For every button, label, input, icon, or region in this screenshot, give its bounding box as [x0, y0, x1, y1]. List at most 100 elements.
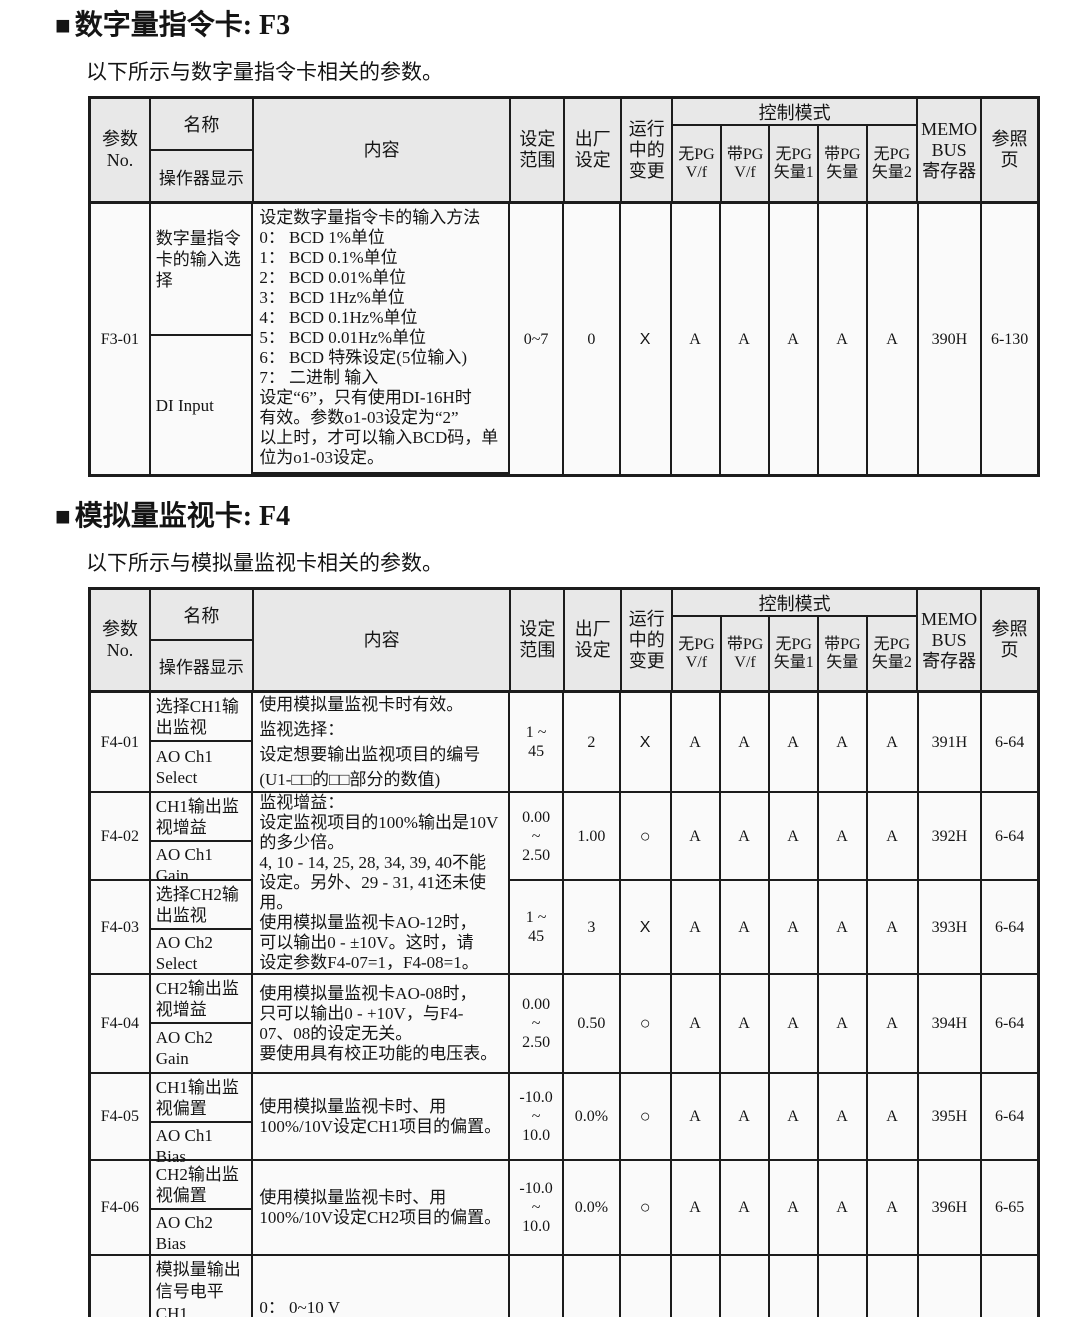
- param-no-cell: F4-02: [91, 793, 149, 881]
- f3-table-body: F3-01 数字量指令 卡的输入选 择 DI Input 设定数字量指令卡的输入…: [91, 204, 1037, 474]
- cm-strip: A A A A A A: [671, 693, 721, 1317]
- header-cm-vector-with-pg: 带PG 矢量: [819, 617, 868, 690]
- name-chinese: CH2输出监 视偏置: [150, 1161, 252, 1210]
- ref-page-cell: 6-64: [982, 881, 1038, 975]
- cm-cell: A: [769, 881, 817, 975]
- cm-cell: A: [818, 1074, 866, 1161]
- cm-cell: A: [720, 975, 768, 1074]
- name-chinese: 选择CH2输 出监视: [150, 881, 252, 930]
- name-chinese: 选择CH1输 出监视: [150, 693, 252, 742]
- content-cell: 设定数字量指令卡的输入方法 0： BCD 1%单位 1： BCD 0.1%单位 …: [253, 204, 509, 474]
- cm-cell: A: [818, 881, 866, 975]
- factory-cell: 0.50: [563, 975, 619, 1074]
- memobus-cell: 391H: [918, 693, 981, 793]
- range-cell: 0~7: [523, 330, 549, 348]
- cm-strip: A A A A A A: [720, 693, 770, 1317]
- name-operator-display: AO Ch1 Gain: [155, 845, 213, 885]
- cm-cell: A: [836, 330, 848, 348]
- section-bullet-icon: ■: [55, 502, 71, 531]
- content-text: 使用模拟量监视卡时有效。 监视选择： 设定想要输出监视项目的编号 (U1-□□的…: [259, 695, 481, 789]
- f3-col-name: 数字量指令 卡的输入选 择 DI Input: [150, 204, 254, 474]
- param-no-cell: F4-06: [91, 1161, 149, 1256]
- header-cm-vector2-no-pg: 无PG 矢量2: [871, 635, 912, 671]
- name-operator-display: DI Input: [155, 395, 214, 415]
- factory-cell: 0.0%: [563, 1074, 619, 1161]
- f4-parameter-table: 参数 No. 名称 操作器显示 内容 设定 范围 出厂 设定 运行 中的 变更 …: [88, 587, 1040, 1317]
- name-operator-display: AO Ch2 Bias: [155, 1213, 213, 1253]
- cm-cell: [721, 1256, 768, 1317]
- header-cm-vector-with-pg: 带PG 矢量: [819, 126, 868, 201]
- cm-cell: A: [769, 693, 817, 793]
- header-operator-display: 操作器显示: [158, 168, 244, 188]
- param-no-cell: F4-04: [91, 975, 149, 1074]
- header-control-mode-columns: 无PG V/f 带PG V/f 无PG 矢量1 带PG 矢量 无PG 矢量2: [673, 617, 916, 690]
- cm-cell: A: [720, 1161, 768, 1256]
- content-cell: 0： 0~10 V: [253, 1256, 508, 1317]
- name-chinese: CH1输出监 视增益: [150, 793, 252, 842]
- cm-cell: A: [671, 1161, 719, 1256]
- header-operator-display: 操作器显示: [158, 658, 244, 677]
- factory-cell: 3: [563, 881, 619, 975]
- header-content: 内容: [254, 99, 512, 201]
- content-cell: 使用模拟量监视卡AO-08时， 只可以输出0 - +10V，与F4- 07、08…: [253, 975, 509, 1074]
- run-change-cell: ○: [620, 1161, 670, 1256]
- memobus-cell: 393H: [918, 881, 981, 975]
- cm-strip: A: [721, 204, 770, 474]
- ref-page-cell: 6-65: [982, 1161, 1038, 1256]
- header-content: 内容: [254, 590, 512, 690]
- factory-cell: 0.0%: [563, 1161, 619, 1256]
- memobus-cell: 390H: [931, 330, 968, 348]
- cm-cell: [672, 1256, 719, 1317]
- content-cell: 使用模拟量监视卡时、用 100%/10V设定CH1项目的偏置。: [253, 1074, 509, 1161]
- section-bullet-icon: ■: [55, 11, 71, 40]
- content-text: 设定数字量指令卡的输入方法 0： BCD 1%单位 1： BCD 0.1%单位 …: [259, 208, 499, 467]
- header-cm-vector2-no-pg: 无PG 矢量2: [871, 145, 912, 181]
- name-chinese: CH2输出监 视增益: [150, 975, 252, 1024]
- header-setting-range: 设定 范围: [511, 99, 566, 201]
- content-cell: 使用模拟量监视卡时、用 100%/10V设定CH2项目的偏置。: [253, 1161, 509, 1256]
- cm-cell: A: [769, 1161, 817, 1256]
- cm-cell: A: [867, 1074, 917, 1161]
- range-cell: [510, 1256, 562, 1317]
- section-intro-f4: 以下所示与模拟量监视卡相关的参数。: [86, 551, 443, 575]
- f3-col-memobus: 390H: [919, 204, 983, 474]
- cm-cell: A: [738, 330, 750, 348]
- content-cell: 使用模拟量监视卡时有效。 监视选择： 设定想要输出监视项目的编号 (U1-□□的…: [253, 693, 509, 793]
- header-cm-vf-no-pg: 无PG V/f: [673, 617, 722, 690]
- cm-cell: A: [720, 693, 768, 793]
- cm-cell: A: [867, 975, 917, 1074]
- cm-cell: A: [886, 330, 898, 348]
- ref-page-cell: 6-64: [982, 975, 1038, 1074]
- factory-cell: [564, 1256, 619, 1317]
- content-text: 监视增益： 设定监视项目的100%输出是10V 的多少倍。 4, 10 - 14…: [259, 793, 499, 972]
- name-operator-display: AO Ch2 Gain: [155, 1028, 213, 1068]
- cm-cell: A: [720, 793, 768, 881]
- f3-col-range: 0~7: [510, 204, 564, 474]
- header-setting-range: 设定 范围: [511, 590, 566, 690]
- header-factory-setting: 出厂 设定: [565, 590, 623, 690]
- f3-col-param-no: F3-01: [91, 204, 151, 474]
- f4-col-control-modes: A A A A A A A A A A A A: [671, 693, 919, 1317]
- content-cell-merged: 监视增益： 设定监视项目的100%输出是10V 的多少倍。 4, 10 - 14…: [253, 793, 509, 975]
- cm-strip: A: [770, 204, 819, 474]
- name-cell: 选择CH1输 出监视 AO Ch1 Select: [150, 693, 252, 793]
- f4-col-run-change: X ○ X ○ ○ ○: [620, 693, 672, 1317]
- run-change-cell: ○: [620, 793, 670, 881]
- cm-cell: A: [720, 881, 768, 975]
- header-cm-vector1-no-pg: 无PG 矢量1: [770, 126, 819, 201]
- memobus-cell: [919, 1256, 981, 1317]
- name-cell: CH1输出监 视增益 AO Ch1 Gain: [150, 793, 252, 885]
- header-cm-vf-with-pg: 带PG V/f: [722, 617, 771, 690]
- range-cell: 0.00 ~ 2.50: [510, 975, 562, 1074]
- cm-cell: A: [818, 975, 866, 1074]
- cm-strip: A A A A A A: [867, 693, 917, 1317]
- cm-cell: A: [818, 1161, 866, 1256]
- f4-col-factory: 2 1.00 3 0.50 0.0% 0.0%: [563, 693, 621, 1317]
- header-param-no: 参数 No.: [91, 590, 151, 690]
- factory-cell: 2: [563, 693, 619, 793]
- run-change-cell: X: [639, 330, 651, 348]
- cm-cell: A: [818, 793, 866, 881]
- param-no-cell: [91, 1256, 149, 1317]
- content-text: 使用模拟量监视卡时、用 100%/10V设定CH1项目的偏置。: [259, 1096, 502, 1136]
- section-title-f3: 数字量指令卡: F3: [74, 10, 291, 41]
